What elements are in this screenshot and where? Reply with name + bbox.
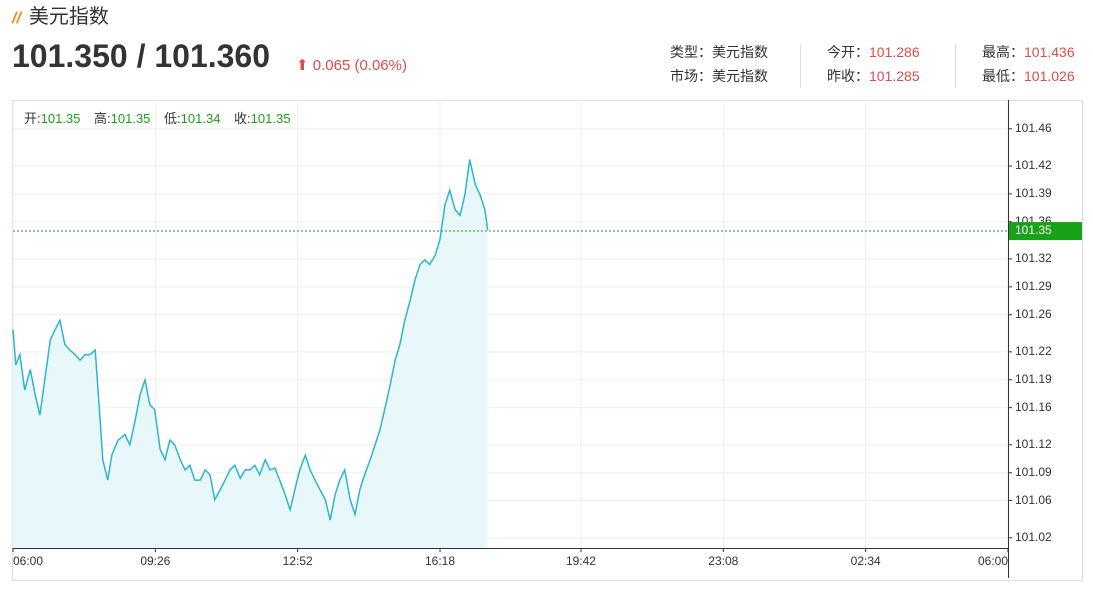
ohlc-bar: 开:101.35 高:101.35 低:101.34 收:101.35 [24,108,300,127]
ohlc-value: 101.34 [180,111,221,126]
y-tick-label: 101.06 [1015,493,1052,507]
info-label: 昨收： [827,68,869,84]
info-label: 类型： [670,44,712,60]
info-label: 今开： [827,44,869,60]
x-tick-label: 12:52 [283,554,313,568]
y-tick-label: 101.09 [1015,465,1052,479]
y-tick-label: 101.46 [1015,121,1052,135]
y-tick-label: 101.12 [1015,437,1052,451]
info-value: 101.026 [1024,68,1075,84]
y-tick-label: 101.42 [1015,158,1052,172]
y-tick-label: 101.26 [1015,307,1052,321]
change-text: 0.065 (0.06%) [312,57,407,74]
up-arrow: ⬆ [296,57,309,74]
quote: 101.350 / 101.360 [12,38,271,74]
y-tick-label: 101.39 [1015,186,1052,200]
info-row: 市场：美元指数 [670,64,768,88]
current-price-label: 101.35 [1015,223,1052,237]
area [13,159,488,548]
info-col: 最高：101.436 最低：101.026 [982,40,1075,88]
info-row: 昨收：101.285 [827,64,920,88]
ohlc-value: 101.35 [110,111,151,126]
separator [955,44,956,88]
title-icon: // [12,10,21,27]
y-tick-label: 101.29 [1015,279,1052,293]
info-row: 最高：101.436 [982,40,1075,64]
ohlc-label: 高: [94,111,111,126]
info-col: 类型：美元指数 市场：美元指数 [670,40,768,88]
price-line [12,159,489,521]
y-tick-label: 101.19 [1015,372,1052,386]
current-price-tag [1009,222,1082,241]
change: ⬆ 0.065 (0.06%) [296,56,407,74]
x-tick-label: 16:18 [425,554,455,568]
header-title: // 美元指数 [12,0,109,29]
info-value: 美元指数 [712,44,768,60]
x-tick-label: 09:26 [140,554,170,568]
ohlc-value: 101.35 [40,111,81,126]
x-tick-label: 19:42 [566,554,596,568]
ohlc-label: 收: [234,111,251,126]
info-col: 今开：101.286 昨收：101.285 [827,40,920,88]
x-tick-label: 23:08 [708,554,738,568]
info-value: 101.436 [1024,44,1075,60]
y-tick-label: 101.32 [1015,251,1052,265]
ohlc-label: 低: [164,111,181,126]
y-tick-label: 101.02 [1015,530,1052,544]
info-row: 今开：101.286 [827,40,920,64]
y-tick-label: 101.16 [1015,400,1052,414]
title-text: 美元指数 [28,6,109,28]
info-row: 类型：美元指数 [670,40,768,64]
info-value: 美元指数 [712,68,768,84]
ohlc-label: 开: [24,111,41,126]
ohlc-value: 101.35 [250,111,291,126]
x-tick-label: 06:00 [978,554,1008,568]
info-value: 101.286 [869,44,920,60]
y-tick-label: 101.22 [1015,344,1052,358]
info-label: 最低： [982,68,1024,84]
separator [800,44,801,88]
info-label: 最高： [982,44,1024,60]
x-tick-label: 02:34 [851,554,881,568]
x-tick-label: 06:00 [13,554,43,568]
info-value: 101.285 [869,68,920,84]
info-row: 最低：101.026 [982,64,1075,88]
info-label: 市场： [670,68,712,84]
